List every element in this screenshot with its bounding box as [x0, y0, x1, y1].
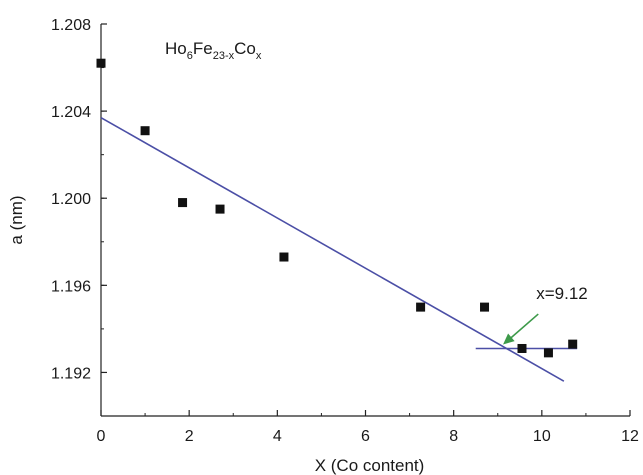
- data-point: [543, 348, 553, 358]
- x-tick-label: 10: [533, 428, 551, 445]
- formula-co: Co: [234, 39, 256, 58]
- fit-line-main: [100, 116, 565, 382]
- x-tick-label: 2: [185, 428, 194, 445]
- y-tick-label: 1.208: [51, 17, 91, 34]
- formula-label: Ho6Fe23-xCox: [165, 39, 262, 62]
- y-tick-label: 1.204: [51, 104, 91, 121]
- y-axis-title: a (nm): [7, 195, 26, 244]
- formula-fe: Fe: [193, 39, 213, 58]
- annotation-label: x=9.12: [536, 284, 588, 303]
- x-axis-title: X (Co content): [315, 456, 425, 475]
- x-tick-label: 8: [449, 428, 458, 445]
- x-tick-label: 0: [97, 428, 106, 445]
- formula-sub-6: 6: [187, 50, 193, 62]
- x-tick-label: 12: [621, 428, 639, 445]
- y-tick-label: 1.192: [51, 365, 91, 382]
- annotation-arrow-head: [503, 333, 515, 345]
- data-point: [178, 198, 188, 208]
- data-point: [568, 339, 578, 349]
- annotation-arrow-shaft: [508, 313, 539, 341]
- data-point: [480, 302, 490, 312]
- y-tick-label: 1.200: [51, 191, 91, 208]
- x-tick-label: 6: [361, 428, 370, 445]
- data-point: [140, 126, 150, 136]
- formula-sub-23-x: 23-x: [213, 50, 235, 62]
- data-point: [215, 204, 225, 214]
- data-point: [96, 58, 106, 68]
- y-tick-label: 1.196: [51, 278, 91, 295]
- data-point: [279, 252, 289, 262]
- formula-ho: Ho: [165, 39, 187, 58]
- data-point: [517, 343, 527, 353]
- formula-sub-x: x: [256, 50, 262, 62]
- x-tick-label: 4: [273, 428, 282, 445]
- data-point: [416, 302, 426, 312]
